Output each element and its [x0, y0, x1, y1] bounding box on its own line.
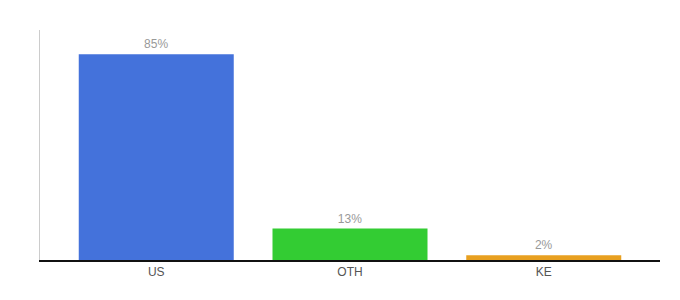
svg-text:85%: 85%	[144, 37, 168, 51]
svg-text:KE: KE	[536, 265, 552, 279]
svg-text:2%: 2%	[535, 238, 553, 252]
svg-text:US: US	[148, 265, 165, 279]
svg-text:13%: 13%	[338, 212, 362, 226]
svg-text:OTH: OTH	[337, 265, 362, 279]
